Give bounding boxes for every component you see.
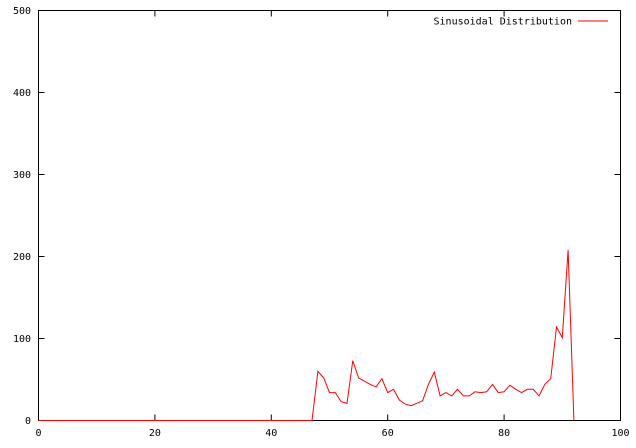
- y-tick-label: 0: [25, 416, 31, 427]
- x-tick-label: 40: [265, 428, 277, 439]
- x-tick-labels: 0 20 40 60 80 100: [35, 428, 629, 439]
- y-tick-label: 300: [13, 170, 31, 181]
- y-tick-label: 200: [13, 252, 31, 263]
- plot-frame: [38, 10, 621, 421]
- y-tick-label: 500: [13, 6, 31, 17]
- series-line-sinusoidal-distribution: [38, 249, 575, 421]
- y-tick-label: 100: [13, 334, 31, 345]
- series-group: [38, 249, 575, 421]
- x-tick-label: 100: [611, 428, 629, 439]
- y-tick-labels: 0 100 200 300 400 500: [13, 6, 31, 427]
- y-tick-label: 400: [13, 88, 31, 99]
- x-tick-label: 60: [382, 428, 394, 439]
- x-tick-label: 80: [498, 428, 510, 439]
- axis-ticks: [38, 10, 621, 421]
- x-tick-label: 20: [149, 428, 161, 439]
- x-tick-label: 0: [35, 428, 41, 439]
- legend: Sinusoidal Distribution: [434, 17, 608, 28]
- legend-label: Sinusoidal Distribution: [434, 17, 572, 28]
